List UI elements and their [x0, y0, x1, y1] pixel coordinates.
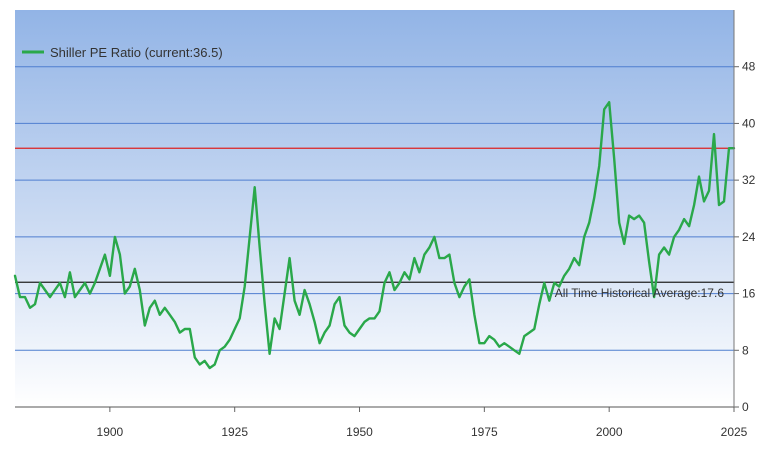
- x-tick-label-2000: 2000: [596, 425, 623, 439]
- x-tick-label-2025: 2025: [721, 425, 748, 439]
- series-group: [13, 101, 736, 370]
- y-tick-label-16: 16: [742, 287, 756, 301]
- plot-area: [15, 10, 734, 407]
- x-tick-label-1925: 1925: [221, 425, 248, 439]
- legend: Shiller PE Ratio (current:36.5): [22, 45, 223, 60]
- y-tick-label-8: 8: [742, 343, 749, 357]
- series-line-shiller-pe: [13, 101, 736, 370]
- x-tick-label-1950: 1950: [346, 425, 373, 439]
- y-tick-label-48: 48: [742, 60, 756, 74]
- y-tick-label-40: 40: [742, 116, 756, 130]
- average-line-label: All Time Historical Average:17.6: [555, 286, 725, 300]
- grid-lines: [15, 66, 734, 351]
- x-tick-label-1975: 1975: [471, 425, 498, 439]
- y-axis-ticks: 0 8 16 24 32 40 48: [734, 60, 756, 414]
- y-tick-label-0: 0: [742, 400, 749, 414]
- legend-label: Shiller PE Ratio (current:36.5): [50, 45, 223, 60]
- x-axis-ticks: 1900 1925 1950 1975 2000 2025: [97, 407, 748, 439]
- y-tick-label-24: 24: [742, 230, 756, 244]
- y-tick-label-32: 32: [742, 173, 756, 187]
- x-tick-label-1900: 1900: [97, 425, 124, 439]
